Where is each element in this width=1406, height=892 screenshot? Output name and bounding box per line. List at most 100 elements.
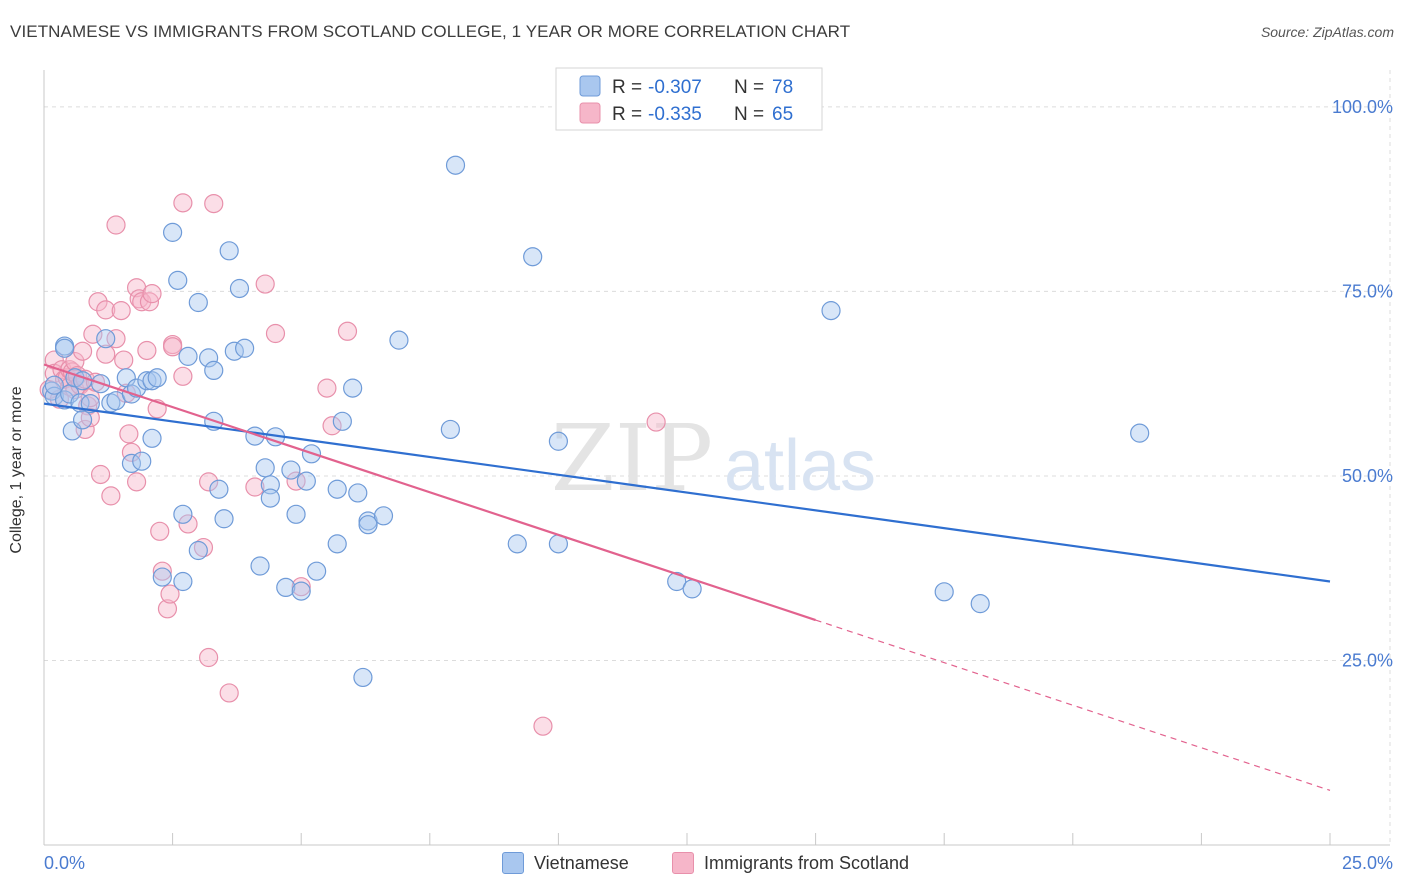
axes [43,70,1390,846]
legend-n-label-2: N = [734,104,764,125]
point-scotland [80,388,100,408]
legend-n-value-1: 78 [772,77,793,98]
point-scotland [65,351,85,372]
point-vietnamese [72,410,93,430]
watermark-atlas: atlas [724,426,876,506]
legend-swatch-scotland [579,102,601,124]
bottom-legend-label-scotland: Immigrants from Scotland [704,852,910,873]
point-scotland [199,472,219,492]
point-scotland [265,323,286,344]
point-scotland [142,284,162,304]
legend-r-value-2: -0.335 [648,104,702,125]
legend: R = -0.307 N = 78 R = -0.335 N = 65 [555,67,823,131]
point-scotland [193,537,214,558]
point-scotland [163,337,183,357]
point-vietnamese [163,222,183,242]
point-scotland [204,193,224,214]
legend-r-label-1: R = [612,77,642,98]
point-vietnamese [358,515,378,535]
point-vietnamese [327,479,347,499]
watermark-zip: ZIP [551,405,713,512]
point-scotland [119,424,139,444]
point-vietnamese [235,338,255,358]
point-vietnamese [332,411,352,431]
y-tick-label: 25.0% [1342,650,1393,670]
point-scotland [219,683,239,703]
bottom-legend: Vietnamese Immigrants from Scotland [0,852,1406,880]
point-scotland [96,344,116,364]
bottom-legend-swatch-vietnamese [502,852,524,874]
point-vietnamese [204,360,224,381]
grid-lines [44,70,1391,845]
point-vietnamese [142,428,162,448]
point-vietnamese [353,667,373,688]
point-scotland [80,408,100,428]
trend-line-scotland-extrapolated [815,619,1331,791]
trend-line-scotland [43,363,816,622]
point-scotland [178,514,198,534]
point-scotland [114,350,134,370]
point-vietnamese [250,556,270,576]
trend-line-vietnamese [43,402,1331,583]
point-vietnamese [821,301,841,321]
point-scotland [286,471,306,491]
point-vietnamese [281,460,301,480]
point-vietnamese [188,292,208,313]
point-vietnamese [667,571,687,592]
point-scotland [322,416,342,436]
point-scotland [173,366,193,386]
tick-labels: 25.0% 50.0% 75.0% 100.0% 0.0% 25.0% [44,97,1393,873]
point-vietnamese [440,419,460,440]
point-vietnamese [445,155,466,175]
point-vietnamese [168,270,188,290]
point-vietnamese [173,571,193,592]
point-vietnamese [260,488,280,508]
series-vietnamese [42,155,1150,688]
point-vietnamese [178,346,198,366]
legend-n-label-1: N = [734,77,764,98]
point-scotland [90,464,111,485]
point-vietnamese [548,431,569,451]
point-vietnamese [327,534,347,554]
legend-swatch-vietnamese [579,75,601,97]
legend-r-label-2: R = [612,104,642,125]
point-vietnamese [54,338,75,358]
point-scotland [126,472,147,492]
point-vietnamese [373,506,394,526]
point-scotland [106,329,126,349]
point-vietnamese [348,483,368,503]
point-vietnamese [276,577,296,598]
point-scotland [255,274,275,294]
point-scotland [132,292,152,312]
point-vietnamese [214,509,234,529]
point-vietnamese [229,278,250,299]
point-scotland [72,341,93,361]
point-scotland [317,378,337,398]
legend-r-value-1: -0.307 [648,77,702,98]
point-scotland [150,521,170,541]
point-scotland [160,584,180,604]
point-scotland [337,321,358,341]
point-scotland [137,340,157,361]
point-vietnamese [286,504,306,524]
x-tick-label: 0.0% [44,853,85,873]
point-scotland [199,647,219,668]
point-vietnamese [682,579,702,599]
point-vietnamese [343,378,363,398]
point-vietnamese [147,368,167,388]
point-vietnamese [173,504,193,524]
trend-lines [43,363,1331,791]
watermark: ZIP atlas [551,405,876,512]
point-scotland [106,215,126,235]
point-vietnamese [209,479,229,499]
point-vietnamese [291,581,311,601]
point-vietnamese [507,534,527,554]
y-tick-label: 50.0% [1342,466,1393,486]
point-scotland [101,486,121,506]
point-scotland [646,412,666,432]
point-vietnamese [44,375,64,395]
point-scotland [533,716,553,736]
point-scotland [152,561,172,581]
point-vietnamese [255,458,275,478]
point-vietnamese [296,471,316,491]
